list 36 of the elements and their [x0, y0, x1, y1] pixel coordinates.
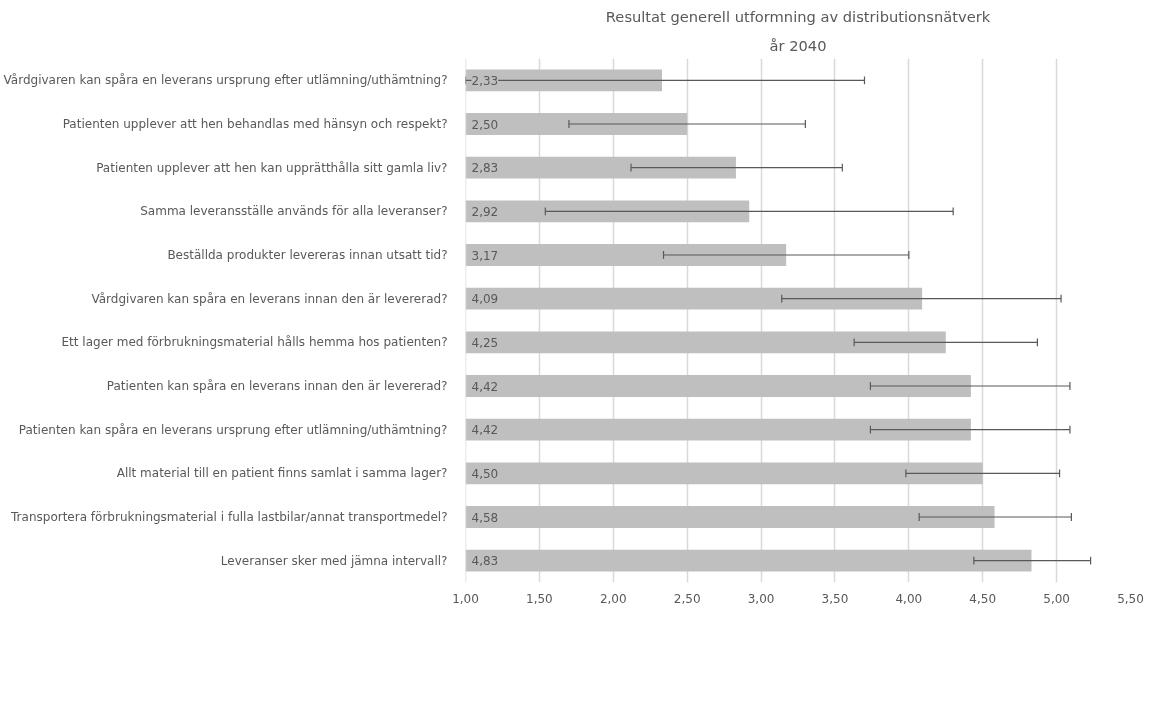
y-tick-label: Vårdgivaren kan spåra en leverans innan den är levererad? — [91, 291, 448, 306]
data-label: 3,17 — [471, 248, 499, 263]
x-tick-label: 5,50 — [1117, 591, 1144, 606]
chart-title: Resultat generell utformning av distributionsnätverk — [605, 7, 991, 25]
chart-subtitle: år 2040 — [769, 36, 827, 54]
x-tick-label: 1,50 — [526, 591, 553, 606]
y-tick-label: Patienten kan spåra en leverans ursprung efter utlämning/uthämtning? — [18, 422, 448, 437]
data-label: 4,50 — [471, 466, 499, 481]
data-label: 2,33 — [471, 73, 499, 88]
data-label: 4,09 — [471, 292, 499, 307]
data-label: 4,83 — [471, 554, 499, 569]
data-label: 2,83 — [471, 161, 499, 176]
y-tick-label: Patienten upplever att hen kan upprätthålla sitt gamla liv? — [96, 160, 448, 175]
y-tick-label: Transportera förbrukningsmaterial i fulla lastbilar/annat transportmedel? — [10, 510, 448, 524]
y-tick-label: Patienten upplever att hen behandlas med hänsyn och respekt? — [62, 117, 448, 131]
data-label: 4,42 — [471, 379, 499, 394]
data-label: 4,58 — [471, 510, 499, 525]
y-tick-label: Vårdgivaren kan spåra en leverans ursprung efter utlämning/uthämtning? — [3, 73, 448, 88]
x-tick-label: 2,00 — [599, 591, 627, 606]
x-tick-label: 5,00 — [1043, 591, 1070, 606]
x-tick-label: 4,50 — [969, 591, 997, 606]
data-label: 2,92 — [471, 204, 499, 219]
y-tick-label: Leveranser sker med jämna intervall? — [220, 553, 448, 568]
y-tick-label: Beställda produkter levereras innan utsatt tid? — [167, 248, 448, 262]
x-tick-label: 2,50 — [673, 591, 701, 606]
y-tick-label: Allt material till en patient finns samlat i samma lager? — [116, 466, 448, 481]
y-tick-label: Ett lager med förbrukningsmaterial hålls hemma hos patienten? — [61, 335, 448, 350]
x-tick-label: 4,00 — [895, 591, 923, 606]
data-label: 2,50 — [471, 117, 499, 132]
x-tick-label: 3,50 — [821, 591, 849, 606]
data-label: 4,42 — [471, 423, 499, 438]
x-tick-label: 1,00 — [452, 591, 479, 606]
y-tick-label: Samma leveransställe används för alla leveranser? — [140, 204, 448, 219]
x-tick-label: 3,00 — [747, 591, 775, 606]
data-label: 4,25 — [471, 335, 499, 350]
y-tick-label: Patienten kan spåra en leverans innan den är levererad? — [106, 379, 448, 393]
